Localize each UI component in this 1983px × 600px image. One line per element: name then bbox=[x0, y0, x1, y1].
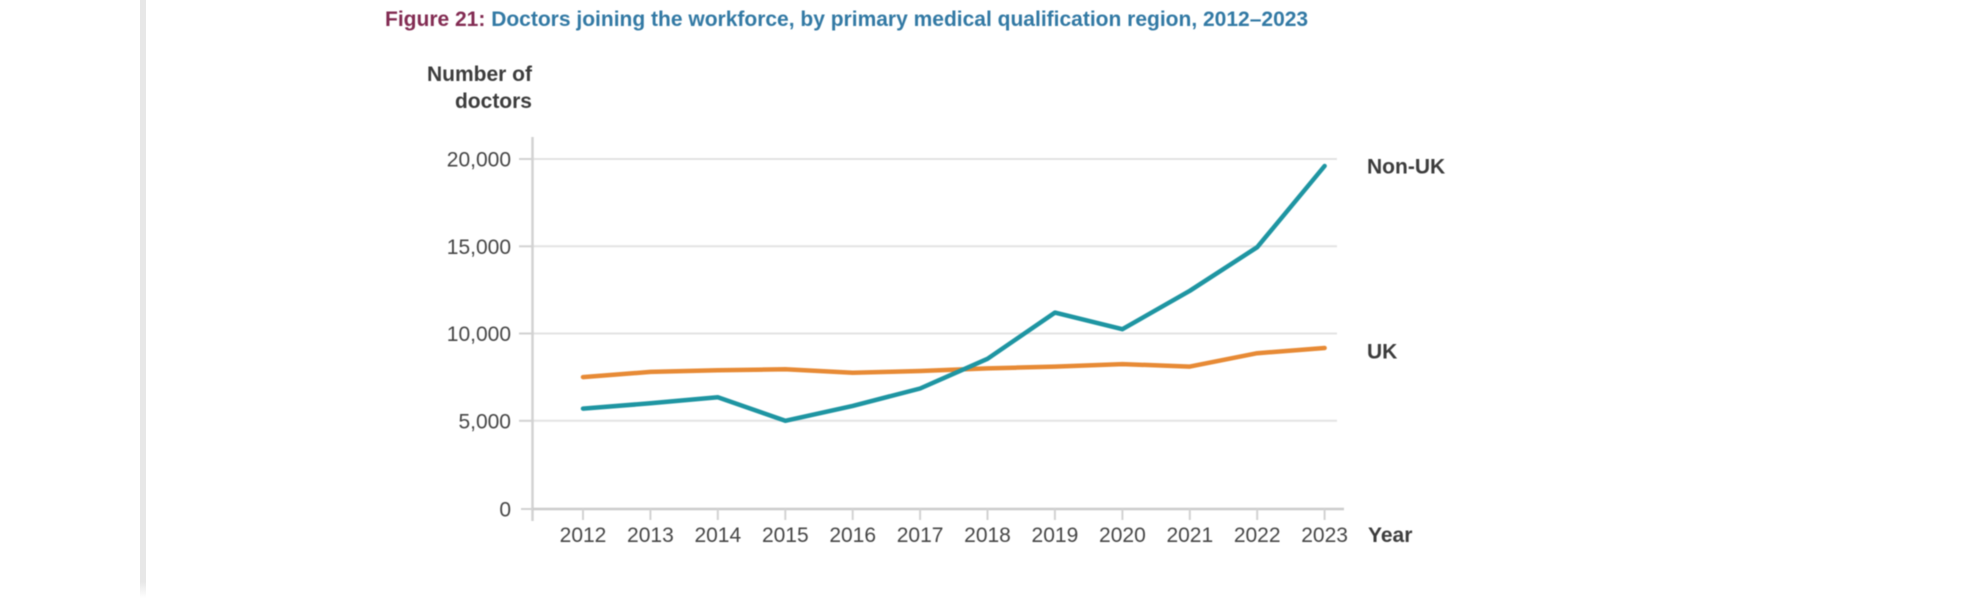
svg-text:2015: 2015 bbox=[762, 524, 809, 547]
svg-text:UK: UK bbox=[1367, 341, 1397, 364]
svg-text:2020: 2020 bbox=[1099, 524, 1146, 547]
svg-text:10,000: 10,000 bbox=[447, 323, 511, 346]
svg-text:Figure 21: Doctors joining the: Figure 21: Doctors joining the workforce… bbox=[385, 8, 1308, 31]
svg-text:2013: 2013 bbox=[627, 524, 674, 547]
svg-text:2023: 2023 bbox=[1301, 524, 1348, 547]
svg-text:2019: 2019 bbox=[1032, 524, 1079, 547]
svg-text:15,000: 15,000 bbox=[447, 236, 511, 259]
svg-text:0: 0 bbox=[499, 499, 511, 522]
svg-text:2021: 2021 bbox=[1166, 524, 1213, 547]
svg-text:5,000: 5,000 bbox=[458, 410, 511, 433]
svg-text:2016: 2016 bbox=[829, 524, 876, 547]
svg-text:doctors: doctors bbox=[455, 90, 532, 113]
svg-text:Number of: Number of bbox=[427, 63, 533, 86]
svg-text:2017: 2017 bbox=[897, 524, 944, 547]
svg-text:Non-UK: Non-UK bbox=[1367, 156, 1445, 179]
svg-text:20,000: 20,000 bbox=[447, 149, 511, 172]
svg-text:Year: Year bbox=[1368, 524, 1412, 547]
svg-text:2012: 2012 bbox=[560, 524, 607, 547]
svg-text:2018: 2018 bbox=[964, 524, 1011, 547]
svg-text:2022: 2022 bbox=[1234, 524, 1281, 547]
svg-text:2014: 2014 bbox=[694, 524, 741, 547]
